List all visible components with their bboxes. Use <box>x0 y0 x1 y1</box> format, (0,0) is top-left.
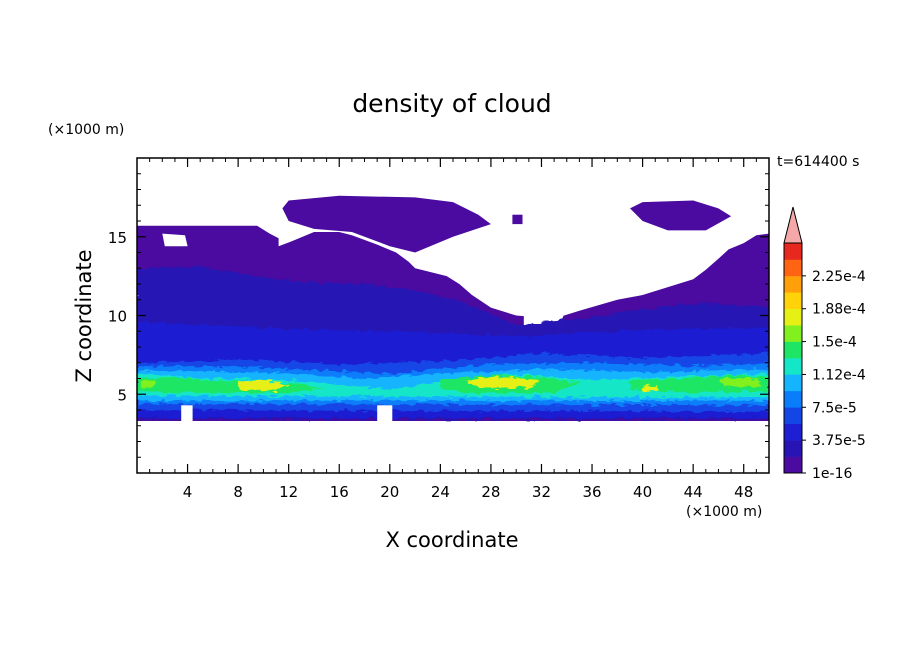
colorbar-swatch <box>784 374 802 392</box>
colorbar-swatch <box>784 259 802 277</box>
colorbar-swatch <box>784 358 802 375</box>
cloud-region-level-8 <box>140 380 155 388</box>
colorbar-tick-label: 2.25e-4 <box>812 269 866 285</box>
cloud-region-level-9 <box>642 384 658 392</box>
time-label: t=614400 s <box>777 154 859 170</box>
colorbar-tick-label: 3.75e-5 <box>812 433 866 449</box>
x-axis-label: X coordinate <box>385 528 518 552</box>
y-tick-label: 10 <box>108 308 127 326</box>
x-tick-label: 36 <box>582 483 601 501</box>
colorbar-swatch <box>784 243 802 260</box>
colorbar-swatch <box>784 440 802 457</box>
clear-gap <box>162 233 188 247</box>
colorbar-tick-label: 1.88e-4 <box>812 302 866 318</box>
x-tick-label: 8 <box>233 483 243 501</box>
colorbar-swatch <box>784 390 802 408</box>
clear-gap <box>377 405 393 421</box>
heatmap-field <box>137 195 769 421</box>
cloud-region-level-9 <box>465 376 542 388</box>
y-axis-label: Z coordinate <box>72 249 96 382</box>
cloud-region-upper-right <box>630 200 732 231</box>
colorbar-swatch <box>784 407 802 425</box>
cloud-region-upper-left <box>282 195 491 253</box>
colorbar-swatch <box>784 275 802 293</box>
x-tick-label: 12 <box>279 483 298 501</box>
colorbar-tick-label: 1.12e-4 <box>812 367 866 383</box>
colorbar-swatch <box>784 423 802 441</box>
colorbar-swatch <box>784 341 802 359</box>
colorbar-tick-label: 1.5e-4 <box>812 335 857 351</box>
colorbar-swatch <box>784 292 802 310</box>
x-tick-label: 24 <box>431 483 450 501</box>
colorbar-tick-label: 7.5e-5 <box>812 400 857 416</box>
colorbar-extend-triangle <box>783 206 803 244</box>
y-unit-label: (×1000 m) <box>48 122 124 138</box>
y-tick-label: 15 <box>108 229 127 247</box>
colorbar-swatch <box>784 456 802 474</box>
x-tick-label: 28 <box>481 483 500 501</box>
y-tick-label: 5 <box>117 386 127 404</box>
x-tick-label: 48 <box>734 483 753 501</box>
clear-gap <box>181 405 193 421</box>
x-tick-label: 32 <box>532 483 551 501</box>
colorbar-tick-label: 1e-16 <box>812 466 852 482</box>
x-tick-label: 44 <box>684 483 703 501</box>
colorbar-swatch <box>784 325 802 342</box>
chart-title: density of cloud <box>352 89 551 118</box>
x-tick-label: 16 <box>330 483 349 501</box>
cloud-region-level-8 <box>718 378 763 387</box>
x-tick-label: 4 <box>183 483 193 501</box>
x-tick-label: 20 <box>380 483 399 501</box>
x-tick-label: 40 <box>633 483 652 501</box>
cloud-region-level-9 <box>238 380 289 392</box>
colorbar: 1e-16 3.75e-5 7.5e-5 1.12e-4 1.5e-4 1.88e-4 2.… <box>783 206 866 482</box>
x-unit-label: (×1000 m) <box>686 504 762 520</box>
cloud-speck <box>512 214 523 225</box>
colorbar-frame <box>783 242 803 474</box>
colorbar-swatch <box>784 308 802 326</box>
